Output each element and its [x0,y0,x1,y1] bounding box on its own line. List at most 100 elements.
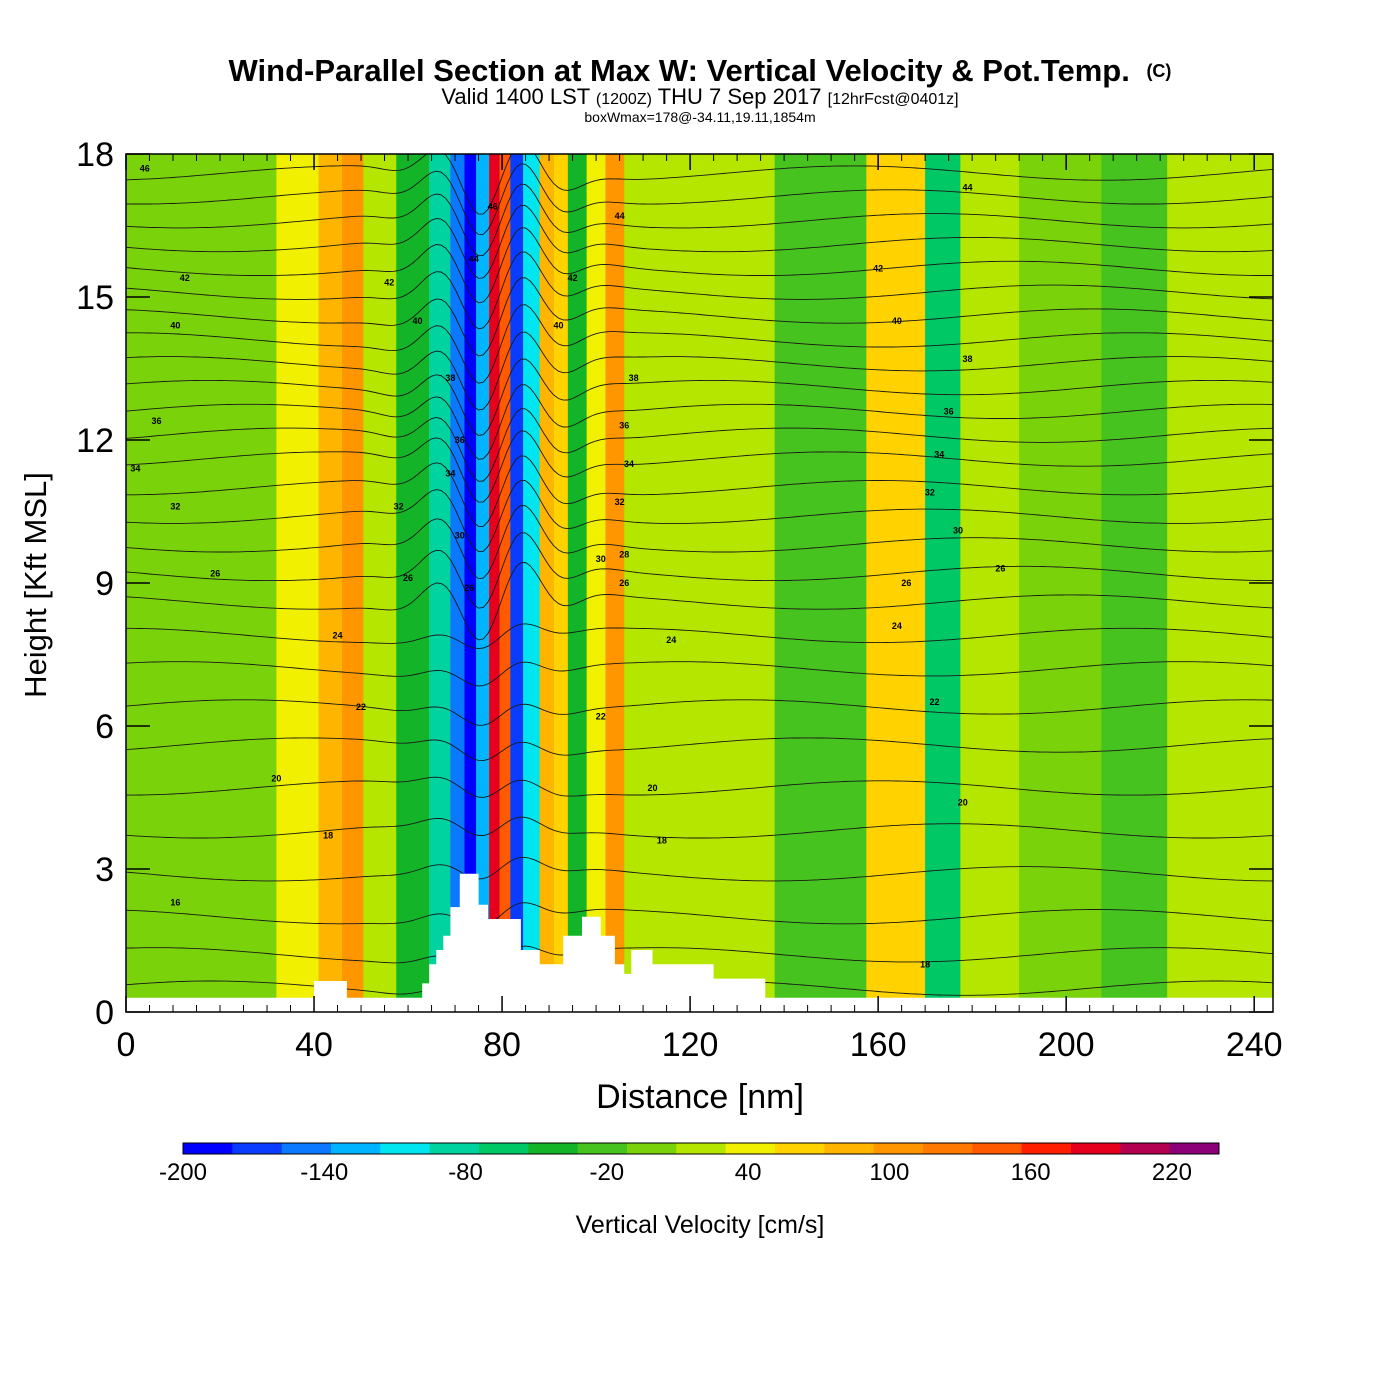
theta-contour [126,455,1273,527]
colorbar-tick-label: -80 [448,1159,483,1186]
contour-label: 42 [384,278,394,288]
colorbar-tick-label: -140 [300,1159,348,1186]
colorbar-swatch [1071,1143,1121,1154]
w-band [553,154,568,1012]
w-band [605,154,625,1012]
contour-label: 28 [619,549,629,559]
theta-contour [126,408,1273,482]
contour-label: 42 [180,273,190,283]
contour-label: 38 [962,354,972,364]
theta-contour [126,902,1273,928]
w-band [1101,154,1168,1012]
w-band [539,154,554,1012]
x-tick-label: 120 [662,1026,719,1064]
y-tick-label: 6 [95,708,114,746]
theta-contour [126,277,1273,357]
contour-label: 36 [455,435,465,445]
theta-contour [126,737,1273,762]
contour-label: 24 [333,630,343,640]
theta-contour [126,163,1273,236]
contour-label: 24 [892,621,902,631]
subtitle-forecast: [12hrFcst@0401z] [828,91,959,108]
colorbar-swatch [676,1143,727,1154]
colorbar-swatch [725,1143,776,1154]
contour-label: 20 [647,783,657,793]
x-tick-label: 160 [850,1026,907,1064]
theta-contour [126,505,1273,580]
theta-contour [126,183,1273,257]
colorbar-swatch [331,1143,381,1154]
w-band [675,154,775,1012]
w-band [464,154,477,1012]
contour-labels: 16 18 18 18 20 20 20 22 22 22 24 24 24 26 26 26 26 26 26 28… [130,163,1005,969]
colorbar-swatch [873,1143,924,1154]
contour-label: 22 [930,697,940,707]
w-band [586,154,606,1012]
w-band [960,154,1020,1012]
w-band [318,154,343,1012]
subtitle-utc: (1200Z) [596,91,652,108]
contour-label: 26 [464,583,474,593]
contour-label: 36 [619,421,629,431]
colorbar-swatch [281,1143,332,1154]
colorbar-tick-label: -200 [159,1159,207,1186]
contour-label: 18 [323,831,333,841]
subtitle-valid: Valid 1400 LST [441,84,589,109]
contour-label: 40 [170,321,180,331]
contour-label: 32 [615,497,625,507]
contour-label: 26 [995,564,1005,574]
x-tick-label: 240 [1226,1026,1283,1064]
theta-contour [126,699,1273,726]
w-band [489,154,500,1012]
y-tick-label: 18 [76,136,114,174]
theta-contour [126,623,1273,650]
colorbar-swatch [627,1143,677,1154]
theta-contour [126,945,1273,972]
colorbar-swatch [824,1143,875,1154]
w-band [1019,154,1102,1012]
contour-label: 42 [568,273,578,283]
colorbar-swatch [1120,1143,1171,1154]
contour-label: 34 [130,464,140,474]
y-tick-label: 3 [95,851,114,889]
contour-label: 26 [210,568,220,578]
contour-label: 44 [615,211,625,221]
colorbar-swatch [232,1143,283,1154]
theta-contour [126,532,1273,609]
contour-label: 16 [170,897,180,907]
contour-label: 32 [925,487,935,497]
colorbar-swatch [479,1143,529,1154]
w-band [363,154,397,1012]
theta-contour [126,154,1273,215]
theta-contour [126,251,1273,330]
contour-label: 36 [944,406,954,416]
chart-title: Wind-Parallel Section at Max W: Vertical… [229,53,1172,88]
colorbar-label: Vertical Velocity [cm/s] [576,1211,825,1239]
colorbar-swatch [380,1143,431,1154]
colorbar-swatch [972,1143,1023,1154]
contour-label: 32 [394,502,404,512]
theta-contour [126,562,1273,641]
contour-label: 42 [873,263,883,273]
w-band [624,154,676,1012]
theta-contour [126,204,1273,279]
colorbar-swatch [775,1143,825,1154]
theta-contour [126,816,1273,839]
potential-temperature-contours [126,154,1273,1008]
colorbar-tick-label: -20 [589,1159,624,1186]
colorbar-swatch [577,1143,628,1154]
contour-label: 22 [596,711,606,721]
theta-contour [126,227,1273,304]
w-band [499,154,511,1012]
subtitle-date: THU 7 Sep 2017 [658,84,822,109]
w-band [510,154,524,1012]
colorbar-frame [182,1142,1220,1155]
y-axis-label: Height [Kft MSL] [18,472,53,698]
contour-label: 40 [412,316,422,326]
chart-title-mark: (C) [1146,61,1171,81]
contour-label: 26 [901,578,911,588]
contour-label: 46 [488,201,498,211]
contour-label: 18 [920,959,930,969]
plot-area: 16 18 18 18 20 20 20 22 22 22 24 24 24 26 26 26 26 26 26 28… [126,154,1273,1012]
contour-label: 30 [953,526,963,536]
